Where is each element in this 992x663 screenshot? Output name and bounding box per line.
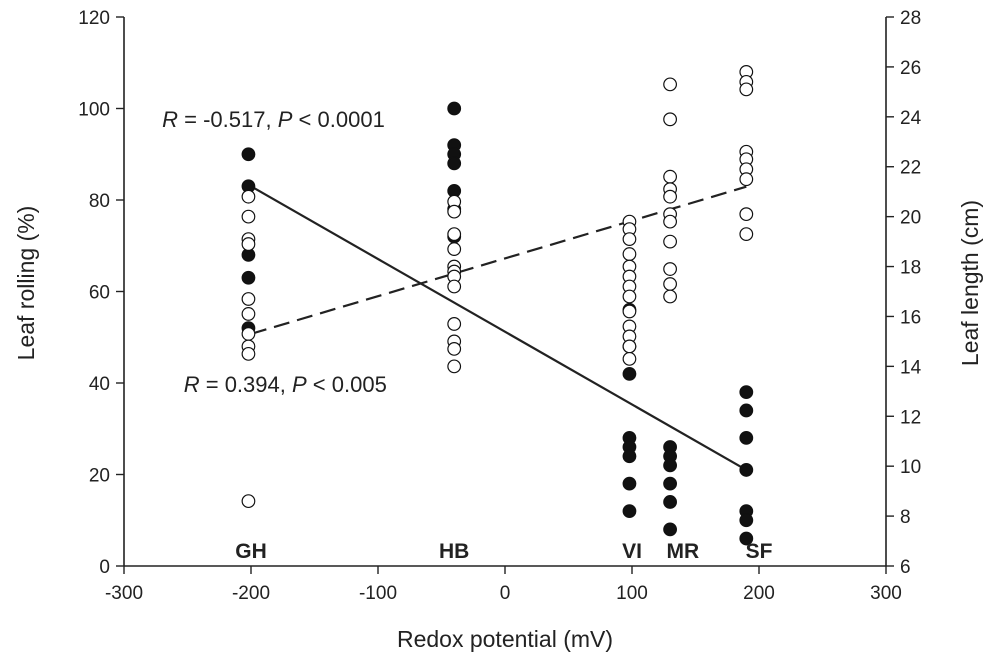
open-point — [447, 204, 462, 219]
y-tick-label: 20 — [89, 466, 110, 487]
y-tick-label: 80 — [89, 191, 110, 212]
open-point — [739, 172, 754, 187]
x-tick-label: 300 — [870, 583, 902, 604]
open-point — [622, 289, 637, 304]
y-axis-right-title: Leaf length (cm) — [957, 200, 983, 366]
annotations: R = -0.517, P < 0.0001 R = 0.394, P < 0.0… — [162, 107, 387, 397]
open-point — [447, 359, 462, 374]
y2-tick-label: 10 — [900, 457, 921, 478]
open-point — [663, 289, 677, 304]
y2-tick-label: 8 — [900, 507, 911, 528]
filled-point — [739, 463, 754, 477]
filled-point — [622, 504, 637, 519]
data-points — [241, 64, 754, 546]
y-axis-left-title: Leaf rolling (%) — [13, 206, 39, 361]
open-point — [739, 207, 754, 222]
open-point — [241, 307, 256, 321]
open-point — [622, 339, 637, 354]
filled-point — [622, 366, 637, 381]
open-point — [241, 346, 256, 361]
filled-point — [447, 156, 462, 171]
fit-line-solid — [250, 185, 747, 471]
y-axis-left: 0 20 40 60 80 100 120 — [78, 8, 124, 578]
y-axis-right: 6 8 10 12 14 16 18 20 22 24 26 28 — [886, 8, 922, 578]
filled-point — [663, 476, 677, 491]
open-point — [241, 237, 256, 251]
x-axis-title: Redox potential (mV) — [397, 626, 613, 652]
open-point — [663, 262, 677, 276]
x-tick-label: 100 — [616, 583, 648, 604]
filled-point — [663, 458, 677, 473]
site-label: HB — [439, 540, 469, 563]
y2-tick-label: 16 — [900, 307, 921, 328]
y2-tick-label: 28 — [900, 8, 921, 29]
open-point — [241, 292, 256, 306]
site-label: GH — [235, 540, 267, 563]
open-point — [622, 304, 637, 319]
open-point — [447, 279, 462, 294]
open-point — [739, 82, 754, 97]
open-point — [663, 214, 677, 229]
filled-point — [739, 531, 754, 546]
y2-tick-label: 6 — [900, 557, 911, 578]
x-axis: -300 -200 -100 0 100 200 300 — [105, 566, 902, 604]
open-point — [663, 112, 677, 127]
filled-point — [447, 101, 462, 116]
fit-line-dashed — [250, 185, 747, 335]
open-point — [663, 189, 677, 204]
open-point — [447, 317, 462, 331]
filled-point — [739, 431, 754, 445]
open-point — [241, 327, 256, 341]
filled-point — [241, 147, 256, 162]
correlation-annotation: R = -0.517, P < 0.0001 — [162, 107, 385, 132]
site-label: SF — [746, 540, 773, 563]
open-point — [241, 209, 256, 224]
y-tick-label: 100 — [78, 100, 110, 121]
y-tick-label: 0 — [99, 557, 110, 578]
correlation-annotation: R = 0.394, P < 0.005 — [184, 372, 387, 397]
open-point — [663, 234, 677, 249]
y-tick-label: 120 — [78, 8, 110, 29]
site-labels: GH HB VI MR SF — [235, 540, 772, 563]
filled-point — [622, 476, 637, 491]
open-point — [663, 77, 677, 92]
x-tick-label: -200 — [232, 583, 270, 604]
filled-point — [663, 495, 677, 509]
y2-tick-label: 24 — [900, 108, 922, 129]
filled-point — [663, 522, 677, 537]
plot-frame — [123, 17, 887, 567]
x-tick-label: 0 — [500, 583, 511, 604]
open-point — [447, 341, 462, 356]
open-point — [622, 232, 637, 246]
open-point — [241, 494, 256, 509]
y2-tick-label: 12 — [900, 407, 921, 428]
open-point — [622, 247, 637, 261]
site-label: VI — [622, 540, 642, 563]
open-point — [447, 227, 462, 242]
y2-tick-label: 14 — [900, 357, 922, 378]
filled-point — [622, 449, 637, 464]
filled-point — [739, 403, 754, 418]
x-tick-label: 200 — [743, 583, 775, 604]
fit-lines — [250, 185, 747, 471]
filled-point — [241, 270, 256, 285]
open-point — [739, 227, 754, 242]
open-point — [663, 277, 677, 291]
y2-tick-label: 26 — [900, 58, 921, 79]
open-point — [663, 169, 677, 184]
y2-tick-label: 18 — [900, 258, 921, 279]
y-tick-label: 60 — [89, 283, 110, 304]
y2-tick-label: 20 — [900, 208, 921, 229]
filled-point — [739, 385, 754, 400]
open-point — [241, 189, 256, 204]
filled-point — [739, 513, 754, 528]
y2-tick-label: 22 — [900, 158, 921, 179]
open-point — [447, 242, 462, 256]
y-tick-label: 40 — [89, 374, 110, 395]
x-tick-label: -100 — [359, 583, 397, 604]
site-label: MR — [666, 540, 699, 563]
open-point — [622, 351, 637, 366]
x-tick-label: -300 — [105, 583, 143, 604]
